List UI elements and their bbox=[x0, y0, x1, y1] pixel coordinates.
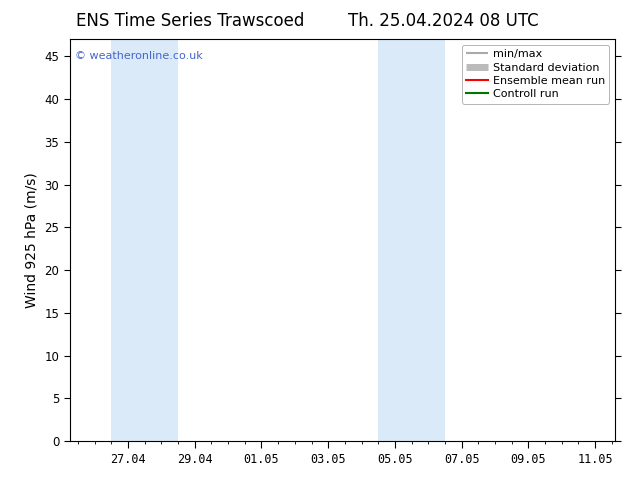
Text: Th. 25.04.2024 08 UTC: Th. 25.04.2024 08 UTC bbox=[349, 12, 539, 30]
Y-axis label: Wind 925 hPa (m/s): Wind 925 hPa (m/s) bbox=[25, 172, 39, 308]
Legend: min/max, Standard deviation, Ensemble mean run, Controll run: min/max, Standard deviation, Ensemble me… bbox=[462, 45, 609, 104]
Text: ENS Time Series Trawscoed: ENS Time Series Trawscoed bbox=[76, 12, 304, 30]
Text: © weatheronline.co.uk: © weatheronline.co.uk bbox=[75, 51, 203, 61]
Bar bbox=[378, 39, 445, 441]
Bar bbox=[112, 39, 178, 441]
